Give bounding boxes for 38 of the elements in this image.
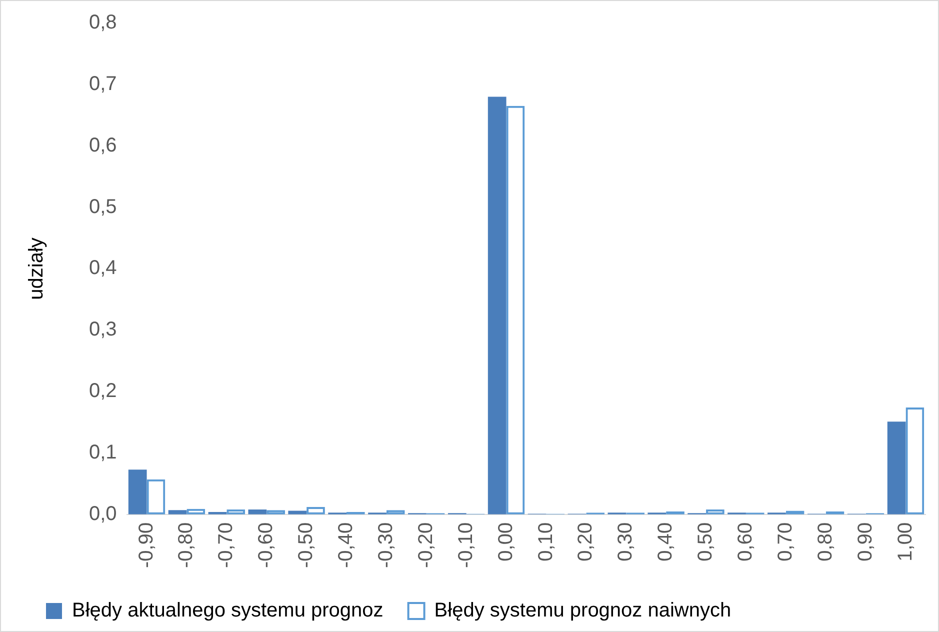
x-tick-label: 0,40 [654,522,677,562]
bar [288,510,307,514]
x-tick-label: -0,70 [215,522,238,568]
y-tick-label: 0,3 [88,318,117,341]
y-tick-label: 0,2 [88,380,117,402]
x-tick-label: -0,20 [414,522,437,568]
bar [128,470,147,514]
bar [248,510,267,514]
x-tick-label: 0,10 [534,522,557,562]
y-tick-label: 0,1 [88,442,117,464]
x-tick-label: -0,30 [374,522,397,568]
y-tick-label: 0,6 [88,134,117,156]
y-axis-title: udziały [26,238,48,300]
bar [168,510,187,514]
x-tick-label: -0,60 [255,522,278,568]
bar [488,96,506,514]
y-tick-label: 0,7 [88,72,117,95]
x-tick-label: 0,60 [734,522,756,562]
x-tick-label: 1,00 [894,522,916,562]
bar [887,422,906,514]
legend-label: Błędy aktualnego systemu prognoz [72,600,384,622]
x-tick-label: 0,20 [574,522,597,562]
y-tick-label: 0,0 [88,502,117,525]
x-tick-label: -0,10 [454,522,477,568]
x-tick-label: -0,50 [295,522,318,568]
x-tick-label: 0,00 [494,522,517,562]
x-tick-label: 0,30 [614,522,637,562]
x-tick-label: -0,40 [335,522,358,568]
x-tick-label: 0,50 [694,522,717,562]
y-tick-label: 0,4 [88,257,117,280]
y-tick-label: 0,8 [88,12,117,34]
x-tick-label: 0,70 [774,522,796,562]
legend-label: Błędy systemu prognoz naiwnych [434,600,732,622]
x-tick-label: -0,90 [135,522,158,568]
x-tick-label: 0,90 [854,522,876,562]
y-tick-label: 0,5 [88,196,117,218]
x-tick-label: 0,80 [814,522,836,562]
x-tick-label: -0,80 [175,522,198,568]
